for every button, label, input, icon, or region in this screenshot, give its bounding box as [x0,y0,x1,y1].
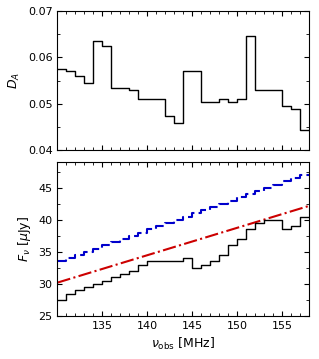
Y-axis label: $F_\nu$ [$\mu$Jy]: $F_\nu$ [$\mu$Jy] [16,216,33,262]
X-axis label: $\nu_{\rm obs}$ [MHz]: $\nu_{\rm obs}$ [MHz] [151,336,216,353]
Y-axis label: $D_A$: $D_A$ [7,72,22,89]
